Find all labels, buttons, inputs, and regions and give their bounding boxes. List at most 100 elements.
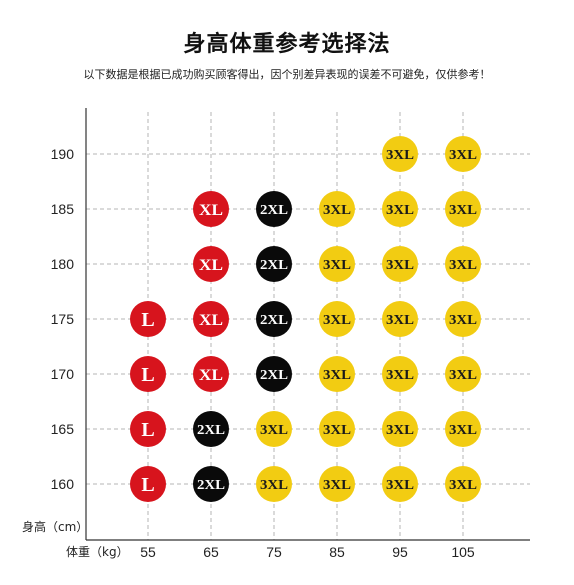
size-marker-circle	[193, 301, 229, 337]
size-marker-label: 3XL	[386, 478, 414, 493]
size-marker: 3XL	[382, 191, 418, 227]
size-marker-circle	[445, 356, 481, 392]
size-marker-label: 3XL	[260, 478, 288, 493]
size-marker-circle	[319, 301, 355, 337]
x-axis-label: 体重（kg）	[66, 545, 129, 559]
size-marker-label: 3XL	[323, 203, 351, 218]
size-marker: 3XL	[382, 356, 418, 392]
size-marker-circle	[445, 466, 481, 502]
size-marker-label: 3XL	[260, 423, 288, 438]
size-marker: 3XL	[382, 136, 418, 172]
size-marker: 2XL	[256, 356, 292, 392]
y-tick-labels: 190 185 180 175 170 165 160	[51, 146, 75, 492]
size-marker-circle	[382, 301, 418, 337]
size-marker-circle	[256, 411, 292, 447]
size-marker: XL	[193, 191, 229, 227]
size-marker-label: 3XL	[386, 368, 414, 383]
size-marker: 3XL	[445, 411, 481, 447]
size-marker-label: L	[141, 474, 154, 496]
size-marker-label: 3XL	[323, 313, 351, 328]
size-marker-circle	[445, 411, 481, 447]
chart-title: 身高体重参考选择法	[183, 32, 391, 57]
size-marker-label: 2XL	[260, 258, 288, 273]
size-marker-circle	[256, 356, 292, 392]
size-marker: 2XL	[256, 301, 292, 337]
size-marker-circle	[193, 466, 229, 502]
size-marker: 3XL	[445, 301, 481, 337]
size-marker: XL	[193, 356, 229, 392]
size-marker-label: 3XL	[449, 423, 477, 438]
x-tick-label: 55	[140, 544, 156, 560]
size-marker: 3XL	[445, 356, 481, 392]
size-marker-circle	[445, 191, 481, 227]
size-marker-circle	[445, 136, 481, 172]
size-marker-circle	[445, 246, 481, 282]
size-marker: 3XL	[319, 466, 355, 502]
size-marker-label: 2XL	[260, 368, 288, 383]
size-marker: 2XL	[256, 246, 292, 282]
x-tick-label: 105	[451, 544, 475, 560]
size-marker: 2XL	[256, 191, 292, 227]
size-marker: 2XL	[193, 466, 229, 502]
size-marker-label: 3XL	[323, 478, 351, 493]
size-marker-circle	[130, 356, 166, 392]
size-marker-circle	[130, 466, 166, 502]
size-marker-label: 3XL	[386, 423, 414, 438]
size-marker-label: 3XL	[386, 148, 414, 163]
size-marker-circle	[382, 411, 418, 447]
size-marker-label: 3XL	[449, 258, 477, 273]
size-marker: XL	[193, 301, 229, 337]
size-marker-label: 2XL	[197, 478, 225, 493]
y-tick-label: 165	[51, 421, 75, 437]
size-marker-circle	[319, 466, 355, 502]
axes	[85, 108, 530, 541]
size-marker-circle	[256, 191, 292, 227]
size-marker-circle	[193, 246, 229, 282]
size-marker-label: XL	[199, 367, 223, 384]
size-marker: 3XL	[319, 411, 355, 447]
size-marker-label: 2XL	[260, 313, 288, 328]
size-marker-circle	[193, 411, 229, 447]
size-marker-label: 3XL	[449, 313, 477, 328]
size-marker-label: 3XL	[386, 313, 414, 328]
size-marker: 3XL	[256, 411, 292, 447]
size-marker: 3XL	[319, 301, 355, 337]
x-tick-label: 75	[266, 544, 282, 560]
size-marker-circle	[193, 191, 229, 227]
size-marker-circle	[130, 301, 166, 337]
size-marker-label: 3XL	[323, 258, 351, 273]
size-marker: 2XL	[193, 411, 229, 447]
y-axis-label: 身高（cm）	[22, 519, 88, 534]
size-marker-circle	[256, 246, 292, 282]
size-marker-label: 2XL	[260, 203, 288, 218]
y-tick-label: 170	[51, 366, 75, 382]
x-tick-label: 85	[329, 544, 345, 560]
size-marker: 3XL	[445, 191, 481, 227]
size-marker-circle	[256, 301, 292, 337]
size-marker: 3XL	[382, 246, 418, 282]
size-marker-circle	[382, 191, 418, 227]
size-marker-label: XL	[199, 257, 223, 274]
size-marker-circle	[130, 411, 166, 447]
size-marker-circle	[382, 466, 418, 502]
size-marker-label: XL	[199, 202, 223, 219]
size-marker: L	[130, 301, 166, 337]
size-marker: 3XL	[319, 191, 355, 227]
y-tick-label: 190	[51, 146, 75, 162]
size-marker: 3XL	[319, 246, 355, 282]
size-marker-label: L	[141, 364, 154, 386]
chart-subtitle: 以下数据是根据已成功购买顾客得出，因个别差异表现的误差不可避免，仅供参考！	[83, 68, 491, 81]
y-tick-label: 180	[51, 256, 75, 272]
size-marker-label: 3XL	[449, 368, 477, 383]
size-marker-label: L	[141, 309, 154, 331]
size-marker-label: 3XL	[449, 478, 477, 493]
size-marker-circle	[319, 411, 355, 447]
size-marker-label: L	[141, 419, 154, 441]
size-marker: XL	[193, 246, 229, 282]
size-marker-label: 2XL	[197, 423, 225, 438]
size-marker: 3XL	[256, 466, 292, 502]
x-tick-label: 65	[203, 544, 219, 560]
x-tick-label: 95	[392, 544, 408, 560]
size-marker-circle	[319, 191, 355, 227]
size-marker-label: 3XL	[323, 368, 351, 383]
